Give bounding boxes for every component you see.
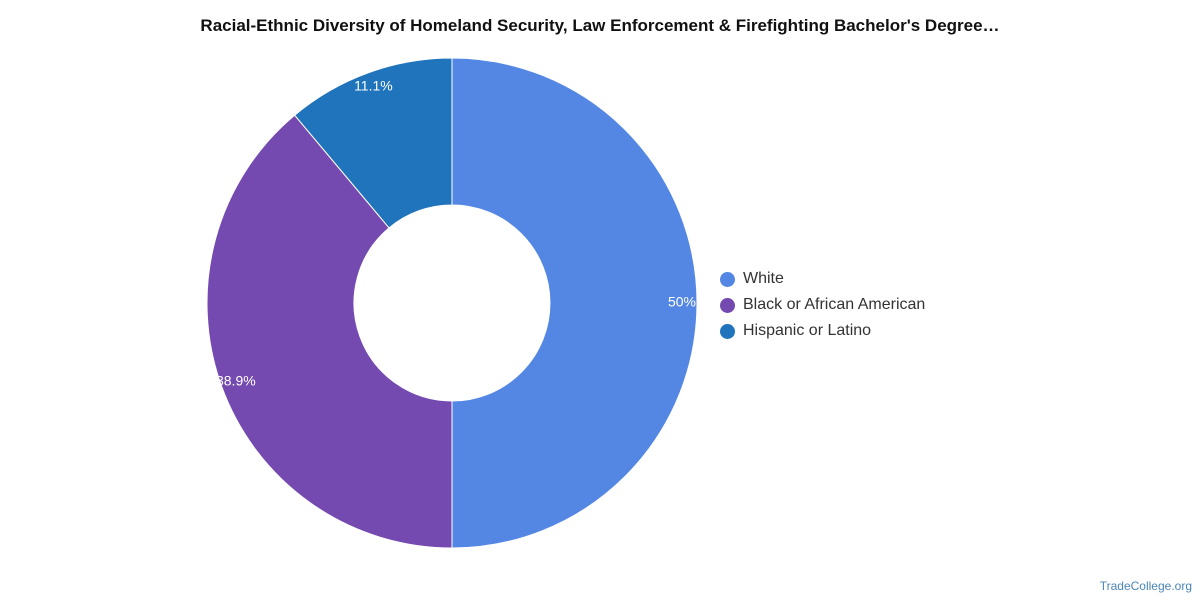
donut-slice-white[interactable] <box>451 57 698 549</box>
legend-swatch <box>720 297 735 313</box>
legend-item[interactable]: Hispanic or Latino <box>720 318 925 344</box>
slice-value-label: 11.1% <box>354 78 393 94</box>
slices-group <box>206 57 698 549</box>
legend-item[interactable]: White <box>720 266 925 292</box>
chart-title: Racial-Ethnic Diversity of Homeland Secu… <box>200 16 1000 35</box>
legend-label: White <box>743 270 784 287</box>
legend-swatch <box>720 323 735 339</box>
donut-slice-hispanic-or-latino[interactable] <box>293 57 453 229</box>
legend-swatch <box>720 271 735 287</box>
slice-labels-group: 50% 38.9% 11.1% <box>216 78 696 389</box>
donut-slice-black-or-african-american[interactable] <box>206 114 453 549</box>
legend: White Black or African American Hispanic o… <box>720 266 925 344</box>
legend-label: Hispanic or Latino <box>743 322 872 339</box>
legend-item[interactable]: Black or African American <box>720 292 925 318</box>
legend-label: Black or African American <box>743 296 926 313</box>
source-credit[interactable]: TradeCollege.org <box>1099 579 1192 593</box>
slice-value-label: 50% <box>668 294 696 310</box>
slice-value-label: 38.9% <box>216 372 256 388</box>
